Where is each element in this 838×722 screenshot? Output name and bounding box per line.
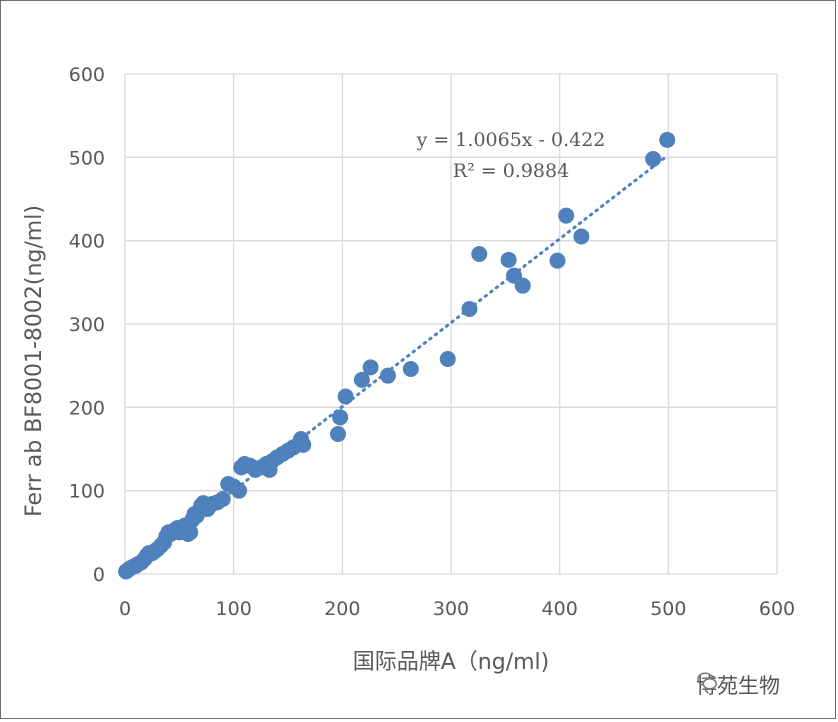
y-tick-label: 500 [69, 147, 105, 169]
data-point [337, 388, 354, 405]
data-point [353, 371, 370, 388]
y-tick-label: 400 [69, 231, 105, 253]
data-point [573, 228, 590, 245]
y-tick-label: 0 [93, 564, 105, 586]
data-point [295, 436, 312, 453]
x-tick-label: 500 [650, 598, 686, 620]
data-point [514, 277, 531, 294]
y-tick-label: 600 [69, 64, 105, 86]
y-tick-label: 300 [69, 314, 105, 336]
data-point [558, 207, 575, 224]
data-point [645, 151, 662, 167]
data-point [549, 252, 566, 269]
wechat-icon [697, 672, 717, 690]
data-point [379, 367, 396, 384]
x-axis-title: 国际品牌A（ng/ml) [353, 650, 550, 675]
trendline-r-squared: R² = 0.9884 [453, 160, 569, 182]
x-axis-ticks: 0 100 200 300 400 500 600 [119, 598, 795, 620]
x-tick-label: 400 [542, 598, 578, 620]
data-point [332, 409, 349, 426]
data-point [471, 246, 488, 262]
trendline-equation: y = 1.0065x - 0.422 [416, 129, 606, 151]
x-tick-label: 200 [324, 598, 360, 620]
data-points [118, 131, 676, 580]
y-axis-title: Ferr ab BF8001-8002(ng/ml) [22, 205, 47, 517]
data-point [439, 351, 456, 367]
x-tick-label: 100 [216, 598, 252, 620]
watermark: 博苑生物 [696, 670, 780, 700]
y-tick-label: 100 [69, 481, 105, 503]
x-tick-label: 0 [119, 598, 131, 620]
data-point [659, 131, 676, 148]
y-axis-ticks: 0 100 200 300 400 500 600 [69, 64, 105, 586]
data-point [329, 426, 346, 442]
x-tick-label: 300 [433, 598, 469, 620]
data-point [402, 361, 419, 377]
x-tick-label: 600 [759, 598, 795, 620]
data-point [231, 482, 248, 499]
data-point [182, 524, 199, 541]
data-point [362, 359, 379, 376]
y-tick-label: 200 [69, 397, 105, 419]
data-point [500, 251, 517, 268]
data-point [461, 301, 478, 317]
data-point [214, 491, 231, 507]
